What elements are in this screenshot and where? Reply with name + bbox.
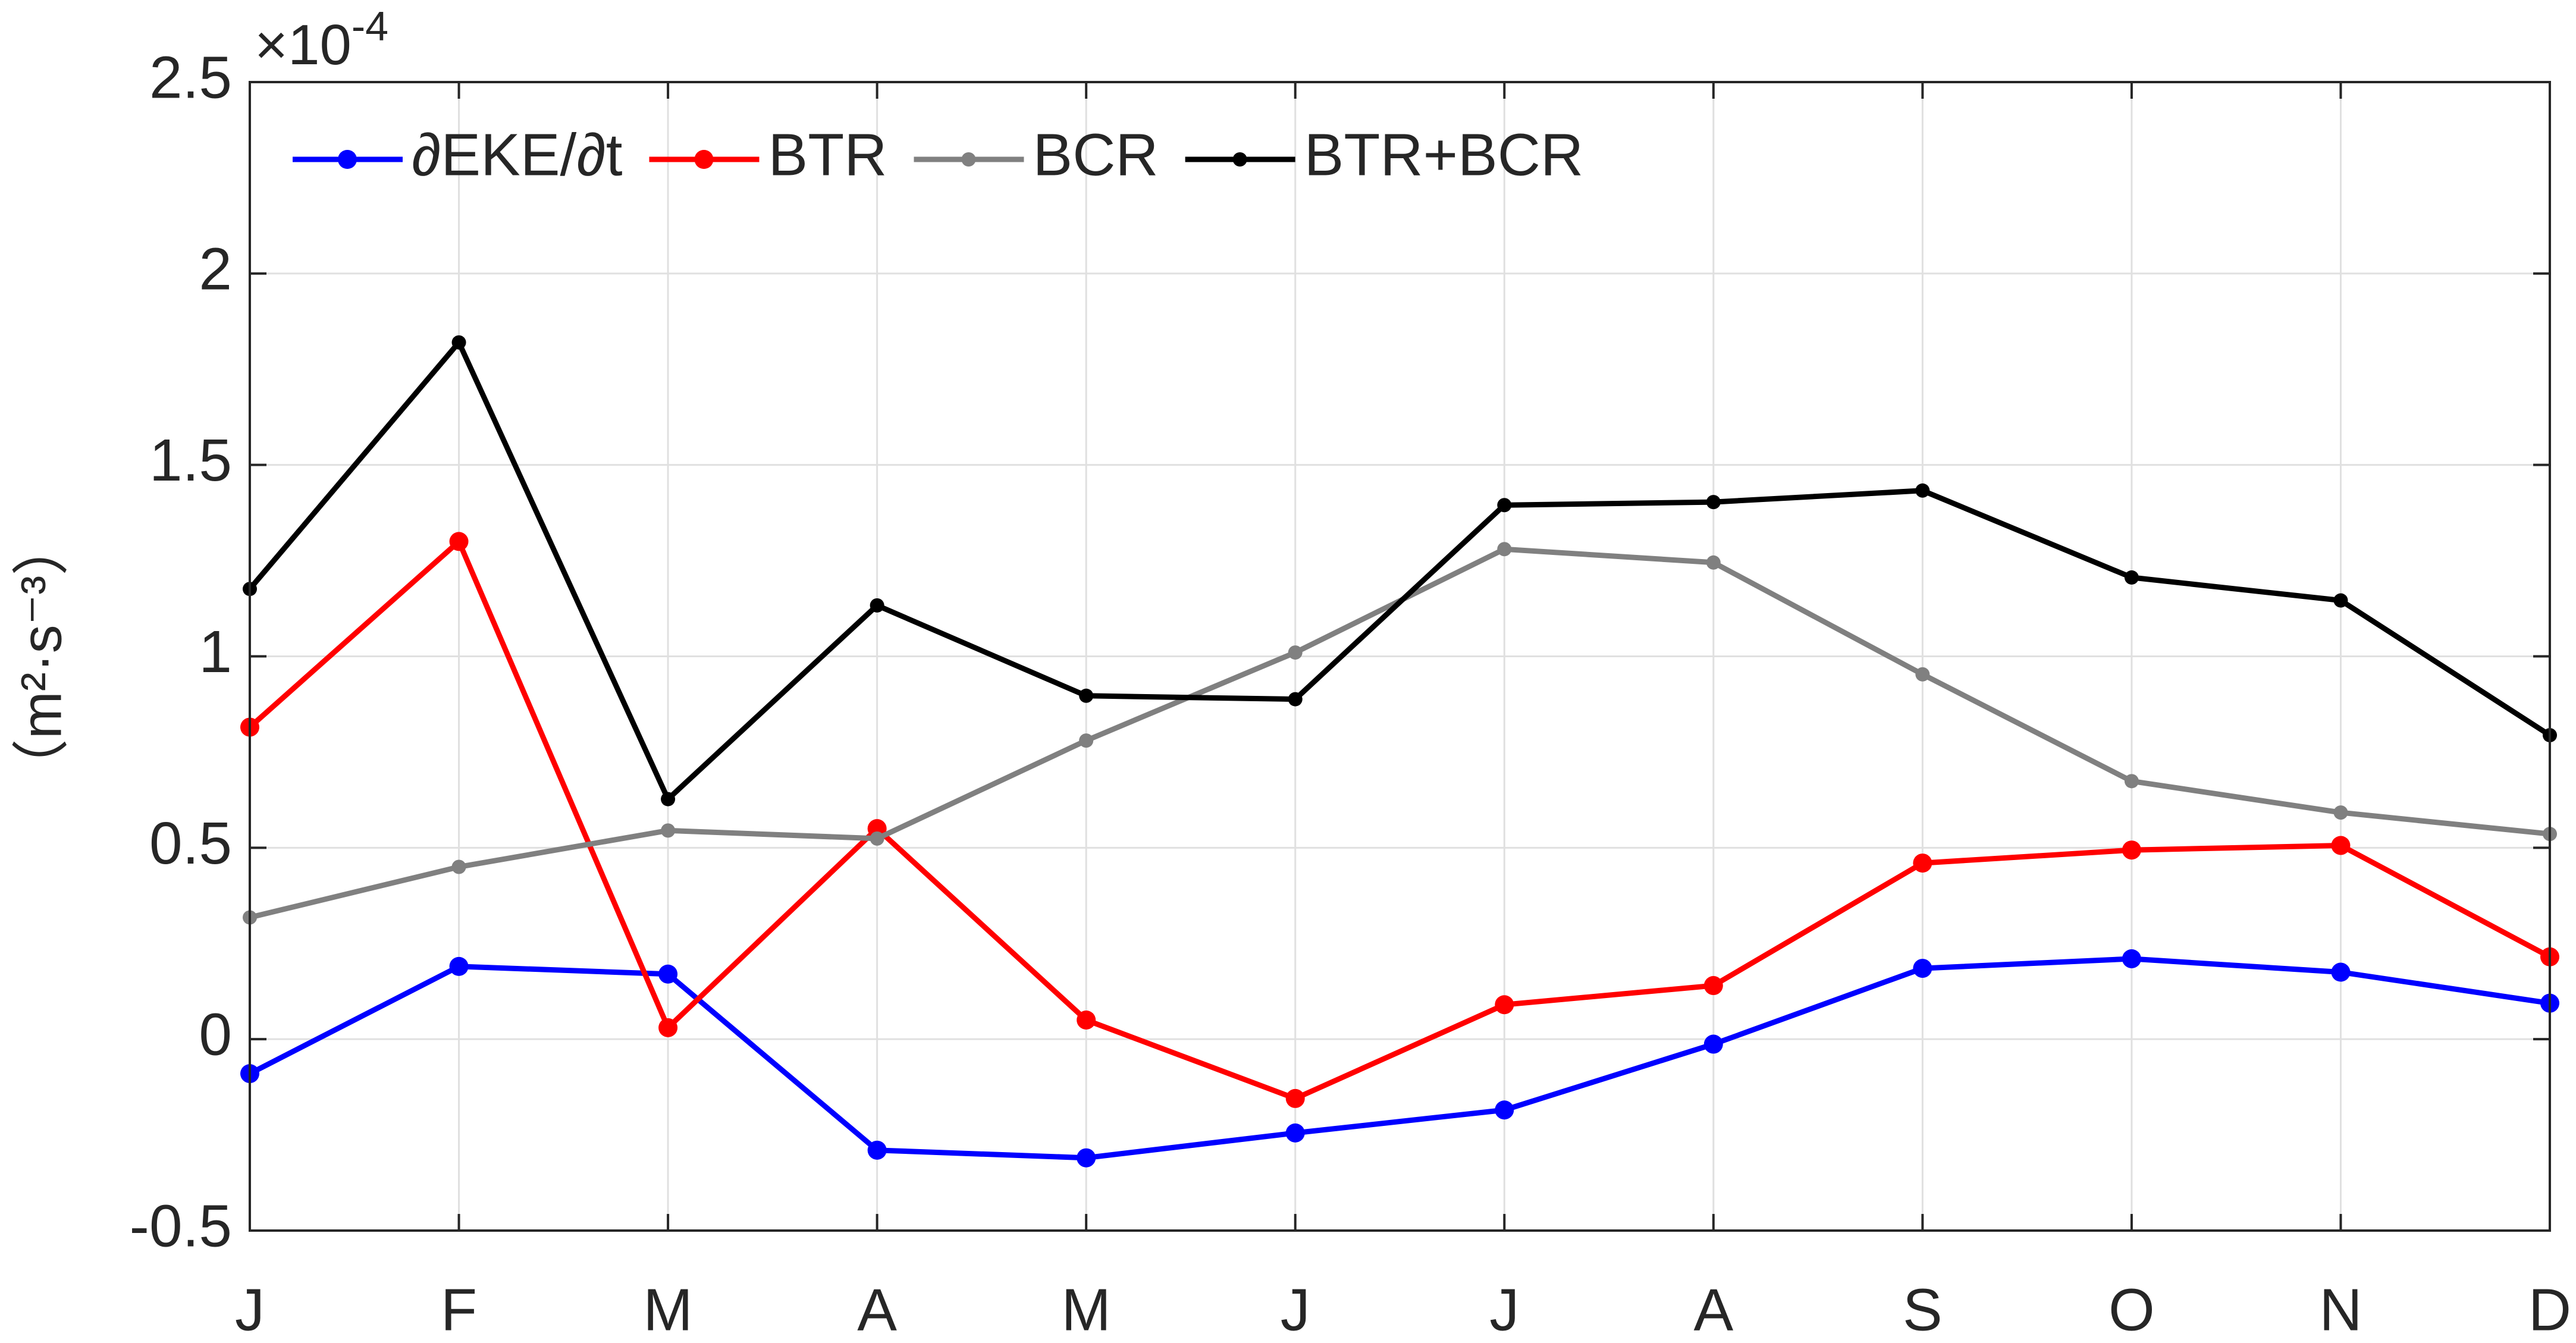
data-point <box>1288 645 1303 660</box>
data-point <box>2124 774 2139 789</box>
grid <box>249 81 2551 1232</box>
plot-area <box>240 335 2559 1168</box>
data-point <box>1285 1123 1305 1143</box>
data-point <box>1495 1100 1514 1120</box>
x-tick-label: J <box>1281 1276 1310 1343</box>
legend: ∂EKE/∂t BTR BCR BTR+BCR <box>293 121 1583 188</box>
data-point <box>449 532 469 551</box>
legend-marker <box>694 150 714 169</box>
y-tick-label: 1.5 <box>149 427 232 494</box>
data-point <box>1285 1088 1305 1108</box>
data-point <box>451 335 466 350</box>
data-point <box>2124 570 2139 585</box>
data-point <box>867 1140 887 1160</box>
data-point <box>1915 667 1930 682</box>
data-point <box>1703 976 1723 996</box>
x-tick-label: F <box>441 1276 477 1343</box>
x-tick-label: A <box>1693 1276 1733 1343</box>
axes: -0.5 0 0.5 1 1.5 2 2.5 J F M A M J J A S O N D <box>130 44 2571 1343</box>
legend-label: BTR <box>768 121 887 188</box>
data-point <box>1077 1148 1096 1168</box>
data-point <box>2333 593 2348 608</box>
data-point <box>1497 542 1512 557</box>
multiplier-exponent: -4 <box>352 3 388 49</box>
data-point <box>1077 1010 1096 1030</box>
data-point <box>661 792 676 807</box>
data-point <box>1495 995 1514 1015</box>
multiplier-base: ×10 <box>255 13 352 77</box>
x-tick-label: O <box>2109 1276 2155 1343</box>
series-line <box>248 538 2552 1102</box>
x-tick-label: M <box>1062 1276 1111 1343</box>
data-point <box>661 823 676 838</box>
data-point <box>870 598 884 613</box>
x-tick-label: J <box>1489 1276 1519 1343</box>
data-point <box>2331 962 2351 982</box>
x-tick-label: D <box>2528 1276 2571 1343</box>
legend-label: ∂EKE/∂t <box>412 121 623 188</box>
x-tick-label: M <box>643 1276 692 1343</box>
data-point <box>1288 692 1303 707</box>
series-line <box>247 340 2552 802</box>
y-tick-label: -0.5 <box>130 1193 232 1259</box>
y-tick-label: 2 <box>199 236 232 302</box>
y-tick-label: 0.5 <box>149 810 232 877</box>
data-point <box>449 956 469 976</box>
y-tick-label: 2.5 <box>149 44 232 111</box>
data-point <box>1079 733 1094 748</box>
data-point <box>1706 495 1721 510</box>
x-tick-label: J <box>235 1276 265 1343</box>
data-point <box>870 831 884 846</box>
data-point <box>658 1018 678 1037</box>
legend-label: BTR+BCR <box>1304 121 1584 188</box>
y-multiplier: ×10-4 <box>255 3 388 77</box>
data-point <box>1913 854 1932 873</box>
data-point <box>2331 836 2351 855</box>
data-point <box>2122 949 2141 968</box>
data-point <box>2122 840 2141 860</box>
data-point <box>1497 498 1512 513</box>
legend-label: BCR <box>1033 121 1159 188</box>
y-tick-label: 0 <box>199 1002 232 1068</box>
data-point <box>2333 805 2348 820</box>
data-point <box>1915 483 1930 498</box>
x-tick-label: S <box>1903 1276 1943 1343</box>
legend-marker <box>338 150 357 169</box>
series-line <box>248 956 2550 1161</box>
y-tick-label: 1 <box>199 619 232 685</box>
x-tick-label: A <box>857 1276 897 1343</box>
legend-marker <box>1232 152 1247 167</box>
y-axis-label: （m²·s⁻³） <box>10 519 73 796</box>
axes-box <box>249 81 2551 1232</box>
x-tick-label: N <box>2319 1276 2362 1343</box>
data-point <box>451 859 466 874</box>
data-point <box>658 964 678 984</box>
data-point <box>1703 1034 1723 1054</box>
legend-marker <box>961 152 976 167</box>
data-point <box>1706 555 1721 570</box>
data-point <box>1913 959 1932 978</box>
data-point <box>1079 688 1094 703</box>
